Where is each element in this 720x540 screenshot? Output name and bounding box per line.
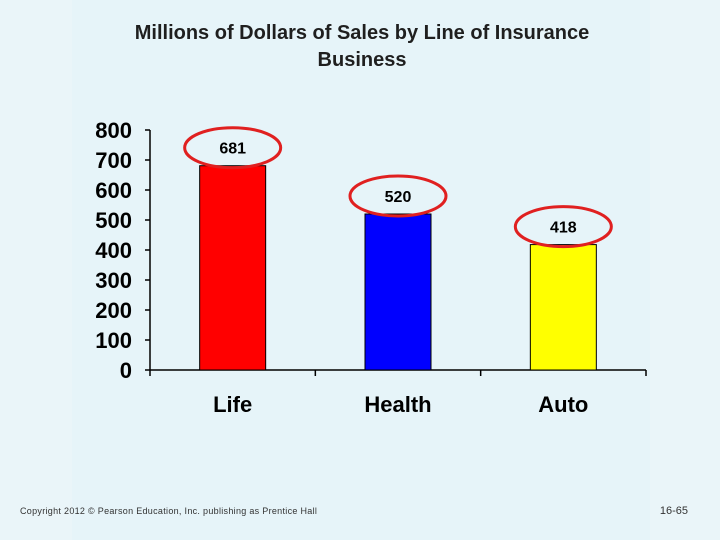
copyright-text: Copyright 2012 © Pearson Education, Inc.… [20,506,318,516]
chart-title: Millions of Dollars of Sales by Line of … [134,22,590,71]
bar-auto [529,244,597,371]
bar-life [199,165,267,371]
y-tick-label: 0 [120,358,132,383]
data-label: 681 [219,141,246,158]
highlight-ellipse [183,126,283,170]
highlight-ellipse [513,205,613,249]
y-tick-label: 300 [95,268,132,293]
y-tick-label: 400 [95,238,132,263]
y-tick-label: 700 [95,148,132,173]
left-margin [0,0,72,540]
y-tick-label: 100 [95,328,132,353]
page-number: 16-65 [659,505,688,517]
right-margin [650,0,720,540]
data-label: 520 [385,189,412,206]
y-tick-label: 800 [95,118,132,143]
y-tick-label: 200 [95,298,132,323]
data-label: 418 [550,220,577,237]
x-tick-label: Auto [538,392,588,417]
x-tick-label: Health [364,392,431,417]
highlight-ellipse [348,174,448,218]
x-tick-label: Life [213,392,252,417]
y-tick-label: 600 [95,178,132,203]
bar-health [364,213,432,371]
y-tick-label: 500 [95,208,132,233]
